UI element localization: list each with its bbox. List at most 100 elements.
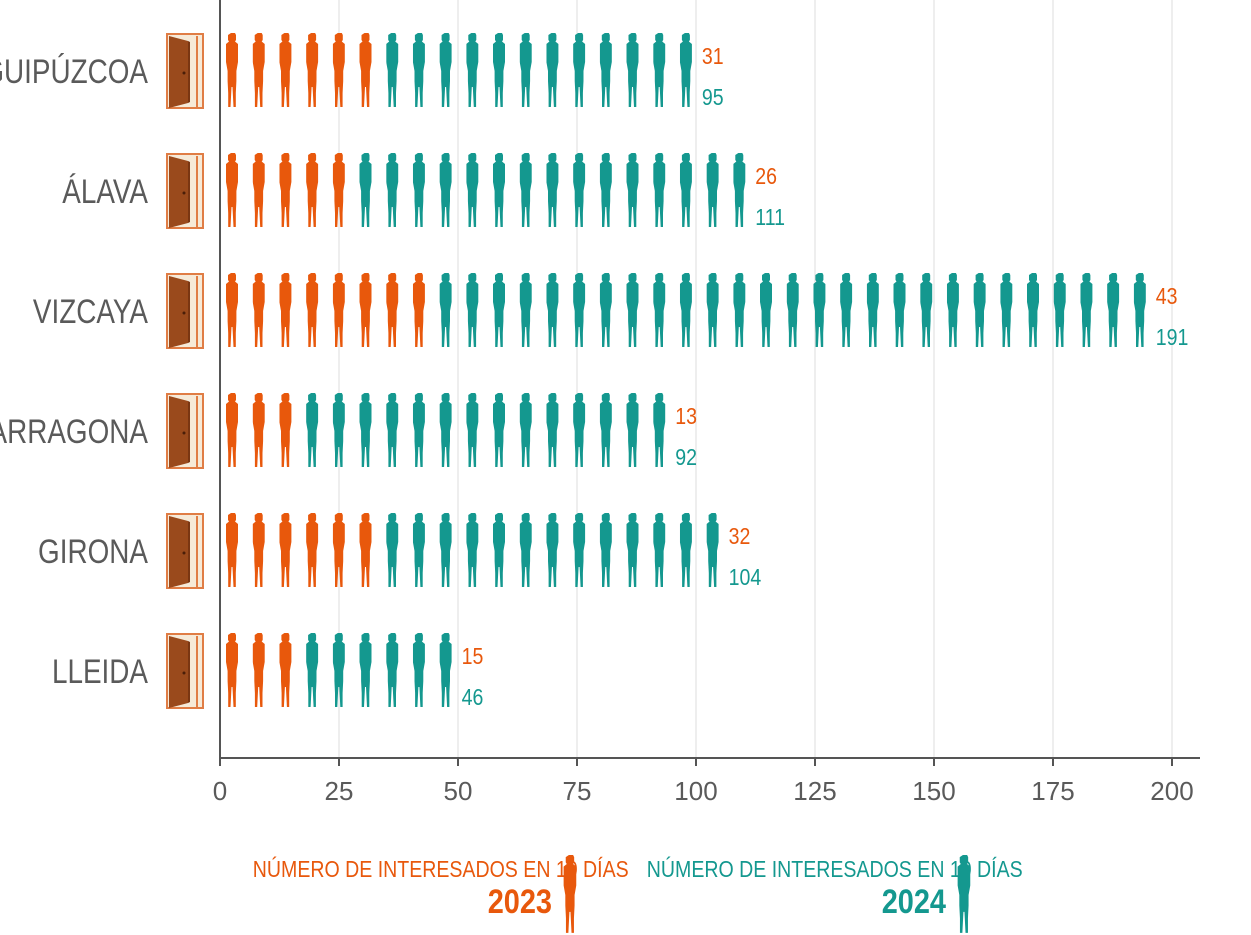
data-label-2024: 92: [675, 445, 697, 471]
person-icon-2024: [573, 33, 586, 107]
person-icon-2024: [573, 273, 586, 347]
legend-label: NÚMERO DE INTERESADOS EN 10 DÍAS: [252, 856, 629, 882]
person-icon-2024: [679, 153, 692, 227]
x-tick-label: 25: [325, 776, 354, 806]
person-icon-2024: [1000, 273, 1013, 347]
person-icon-2023: [252, 273, 265, 347]
person-icon-2024: [679, 273, 692, 347]
person-icon-2024: [466, 33, 479, 107]
x-tick-label: 150: [912, 776, 955, 806]
person-icon-2023: [252, 33, 265, 107]
person-icon-2024: [439, 33, 452, 107]
person-icon-2023: [412, 273, 425, 347]
person-icon-2024: [1107, 273, 1120, 347]
person-icon-2023: [226, 273, 238, 347]
person-icon-2024: [679, 513, 692, 587]
legend-year: 2023: [487, 883, 552, 921]
x-tick-label: 125: [793, 776, 836, 806]
category-label: LLEIDA: [52, 652, 148, 690]
person-icon-2024: [519, 153, 532, 227]
person-icon-2024: [412, 33, 425, 107]
person-icon-2024: [466, 393, 479, 467]
category-label: GUIPÚZCOA: [0, 52, 148, 90]
person-icon-2024: [626, 153, 639, 227]
data-label-2023: 15: [462, 644, 484, 670]
person-icon-2023: [279, 633, 292, 707]
data-label-2023: 26: [755, 164, 777, 190]
person-icon-2024: [359, 393, 372, 467]
data-label-2024: 111: [755, 205, 785, 231]
person-icon-2024: [786, 273, 799, 347]
x-tick-label: 0: [213, 776, 227, 806]
person-icon-2024: [1133, 273, 1146, 347]
person-icon-2023: [306, 513, 319, 587]
person-icon-2024: [439, 633, 452, 707]
person-icon-2024: [386, 153, 399, 227]
person-icon-2024: [946, 273, 959, 347]
person-icon-2024: [599, 273, 612, 347]
person-icon-2024: [653, 273, 666, 347]
person-icon-2024: [412, 153, 425, 227]
person-icon-2024: [920, 273, 933, 347]
data-label-2023: 13: [675, 404, 697, 430]
person-icon-2024: [466, 273, 479, 347]
legend-item-2024: NÚMERO DE INTERESADOS EN 10 DÍAS 2024: [594, 855, 1023, 933]
person-icon-2023: [279, 513, 292, 587]
person-icon-2024: [573, 393, 586, 467]
person-icon-2023: [359, 273, 372, 347]
person-icon-2024: [599, 33, 612, 107]
data-label-2024: 46: [462, 685, 484, 711]
person-icon-2023: [226, 513, 238, 587]
person-icon-2023: [252, 153, 265, 227]
person-icon-2023: [306, 273, 319, 347]
person-icon-2024: [306, 393, 319, 467]
person-icon-2024: [599, 393, 612, 467]
person-icon-2023: [359, 33, 372, 107]
data-label-2023: 43: [1156, 284, 1178, 310]
person-icon-2024: [519, 33, 532, 107]
person-icon-2023: [226, 633, 238, 707]
person-icon: [563, 855, 577, 933]
person-icon-2024: [466, 513, 479, 587]
person-icon-2023: [386, 273, 399, 347]
person-icon-2024: [439, 273, 452, 347]
person-icon-2024: [466, 153, 479, 227]
x-tick-label: 200: [1150, 776, 1193, 806]
person-icon-2023: [306, 153, 319, 227]
person-icon-2023: [252, 633, 265, 707]
person-icon-2024: [706, 513, 719, 587]
person-icon-2023: [279, 33, 292, 107]
person-icon-2023: [279, 153, 292, 227]
data-label-2024: 104: [729, 565, 762, 591]
data-label-2023: 31: [702, 44, 724, 70]
person-icon-2024: [519, 393, 532, 467]
person-icon-2024: [573, 513, 586, 587]
x-tick-label: 50: [444, 776, 473, 806]
legend-label: NÚMERO DE INTERESADOS EN 10 DÍAS: [646, 856, 1023, 882]
person-icon-2024: [306, 633, 319, 707]
person-icon-2024: [573, 153, 586, 227]
person-icon-2023: [226, 33, 238, 107]
person-icon-2024: [519, 513, 532, 587]
person-icon-2024: [653, 33, 666, 107]
person-icon-2024: [386, 633, 399, 707]
person-icon-2023: [279, 273, 292, 347]
person-icon-2024: [679, 33, 692, 107]
person-icon-2024: [626, 393, 639, 467]
person-icon-2023: [226, 393, 238, 467]
person-icon-2024: [386, 513, 399, 587]
person-icon-2024: [866, 273, 879, 347]
category-label: VIZCAYA: [33, 292, 148, 330]
person-icon-2024: [1053, 273, 1066, 347]
person-icon-2024: [546, 153, 559, 227]
person-icon-2024: [519, 273, 532, 347]
person-icon-2023: [226, 153, 238, 227]
person-icon-2024: [412, 513, 425, 587]
person-icon-2024: [386, 33, 399, 107]
x-tick-label: 75: [563, 776, 592, 806]
person-icon-2024: [599, 513, 612, 587]
person-icon-2024: [546, 393, 559, 467]
person-icon-2024: [493, 33, 505, 107]
door-icon: [166, 33, 204, 109]
person-icon-2024: [1027, 273, 1039, 347]
